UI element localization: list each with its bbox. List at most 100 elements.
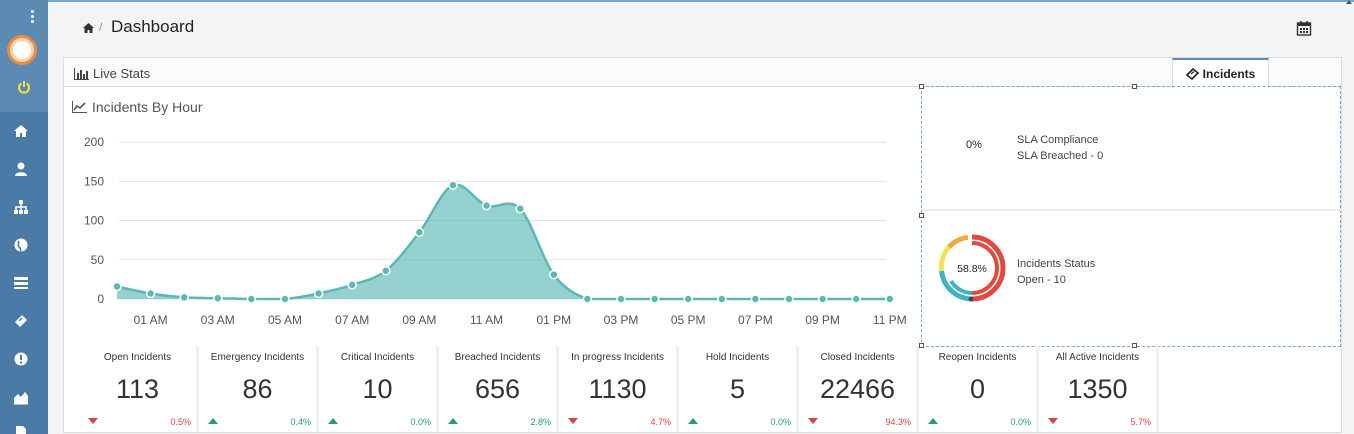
resize-handle[interactable]: [1132, 343, 1137, 348]
data-point: [347, 280, 357, 290]
stat-card-label: In progress Incidents: [571, 352, 664, 363]
stat-card-label: Open Incidents: [103, 352, 172, 363]
stat-card[interactable]: Open Incidents 113 0.5%: [79, 346, 199, 432]
stat-card[interactable]: Critical Incidents 10 0.0%: [319, 346, 439, 432]
data-point: [851, 294, 861, 304]
x-tick-label: 09 PM: [805, 313, 840, 327]
y-tick-label: 0: [97, 292, 104, 306]
data-point: [515, 203, 525, 214]
sidebar-item-user[interactable]: [12, 160, 30, 178]
sidebar-item-globe[interactable]: [12, 236, 30, 254]
sidebar-item-alert[interactable]: [12, 350, 30, 368]
status-title: Incidents Status: [1017, 258, 1096, 270]
sidebar-item-sitemap[interactable]: [12, 198, 30, 216]
stat-card[interactable]: Closed Incidents 22466 94.3%: [799, 346, 919, 432]
chart-icon: [14, 392, 28, 405]
stat-card-percent: 94.3%: [885, 417, 911, 427]
trend-up-icon: [328, 418, 338, 424]
alert-icon: [14, 352, 28, 366]
stat-card-value: 22466: [819, 374, 896, 404]
y-tick-label: 100: [84, 214, 104, 228]
data-point: [649, 294, 660, 304]
tab-incidents[interactable]: Incidents: [1172, 58, 1269, 88]
breadcrumb-home-icon[interactable]: [83, 23, 94, 33]
resize-handle[interactable]: [1132, 84, 1137, 89]
resize-handle[interactable]: [919, 213, 924, 218]
data-point: [246, 294, 257, 304]
trend-down-icon: [808, 418, 818, 424]
y-tick-label: 200: [84, 135, 104, 149]
stat-card-value: 656: [474, 374, 521, 404]
sidebar-item-chart[interactable]: [12, 388, 30, 406]
document-icon: [16, 426, 26, 434]
stat-card-percent: 0.4%: [290, 417, 311, 427]
sla-breached: SLA Breached - 0: [1017, 150, 1104, 162]
tab-live-stats[interactable]: Live Stats: [74, 66, 150, 81]
x-tick-label: 01 PM: [536, 313, 571, 327]
data-point: [616, 294, 626, 304]
stat-card-label: Hold Incidents: [705, 352, 770, 363]
stat-card-value: 113: [115, 374, 160, 404]
chart-title: Incidents By Hour: [72, 99, 203, 115]
stat-card[interactable]: Breached Incidents 656 2.8%: [439, 346, 559, 432]
stat-card[interactable]: In progress Incidents 1130 4.7%: [559, 346, 679, 432]
kebab-menu-icon[interactable]: [31, 10, 35, 24]
status-percent: 58.8%: [957, 263, 987, 275]
resize-handle[interactable]: [919, 343, 924, 348]
avatar[interactable]: [7, 35, 37, 65]
x-tick-label: 03 PM: [604, 313, 639, 327]
x-tick-label: 07 PM: [738, 313, 773, 327]
series-area: [117, 184, 890, 299]
y-tick-label: 50: [91, 253, 105, 267]
stat-card[interactable]: Reopen Incidents 0 0.0%: [919, 346, 1039, 432]
stat-card-label: Closed Incidents: [820, 352, 895, 363]
top-border: [48, 0, 1354, 2]
stat-card-value: 1350: [1067, 374, 1128, 404]
stat-card[interactable]: All Active Incidents 1350 5.7%: [1039, 346, 1159, 432]
sla-percent: 0%: [966, 139, 982, 151]
resize-handle[interactable]: [919, 84, 924, 89]
sidebar-item-list[interactable]: [12, 274, 30, 292]
x-tick-label: 01 AM: [134, 313, 168, 327]
stat-card-percent: 2.8%: [530, 417, 551, 427]
y-tick-label: 150: [84, 174, 104, 188]
list-icon: [14, 277, 28, 289]
home-icon: [14, 125, 28, 137]
page-header: / Dashboard: [64, 8, 1340, 48]
data-point: [381, 265, 391, 276]
trend-up-icon: [448, 418, 458, 424]
trend-down-icon: [88, 418, 98, 424]
incidents-status-donut: 58.8%: [938, 234, 1006, 302]
data-point: [448, 180, 458, 190]
stat-card-label: Critical Incidents: [340, 352, 415, 363]
dashboard-panel: Live Stats Incidents Incidents By Hour 0…: [63, 57, 1342, 433]
stat-card[interactable]: Emergency Incidents 86 0.4%: [199, 346, 319, 432]
incidents-summary-box: 0% SLA Compliance SLA Breached - 0 58.8%…: [919, 84, 1341, 348]
power-icon[interactable]: [17, 80, 31, 94]
scroll-up-icon[interactable]: [1345, 0, 1354, 6]
stat-card-value: 10: [362, 374, 393, 404]
status-info: Incidents Status Open - 10: [1017, 256, 1095, 288]
bar-chart-icon: [74, 67, 89, 80]
data-point: [280, 294, 290, 304]
stat-card[interactable]: Hold Incidents 5 0.0%: [679, 346, 799, 432]
stat-card-percent: 0.0%: [410, 417, 431, 427]
data-point: [313, 288, 324, 299]
data-point: [213, 293, 223, 303]
ticket-icon: [15, 315, 27, 327]
stat-card-label: All Active Incidents: [1055, 352, 1140, 363]
data-point: [817, 294, 828, 304]
sla-title: SLA Compliance: [1017, 134, 1099, 146]
tab-live-stats-label: Live Stats: [93, 66, 151, 81]
sidebar: [0, 0, 48, 434]
data-point: [885, 294, 895, 304]
stat-card-percent: 0.0%: [770, 417, 791, 427]
calendar-icon[interactable]: [1296, 20, 1312, 36]
sidebar-item-document[interactable]: [12, 424, 30, 434]
sla-info: SLA Compliance SLA Breached - 0: [1017, 132, 1103, 164]
page-title: Dashboard: [111, 17, 195, 36]
sidebar-item-ticket[interactable]: [12, 312, 30, 330]
sidebar-item-home[interactable]: [12, 122, 30, 140]
sitemap-icon: [14, 200, 28, 214]
